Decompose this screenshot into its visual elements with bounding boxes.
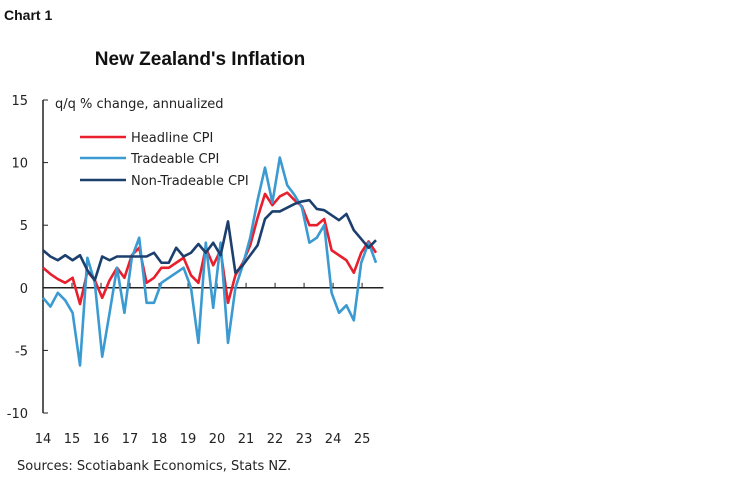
series-line-tradeable-cpi	[42, 156, 378, 367]
x-tick-label: 17	[122, 432, 139, 447]
x-tick-label: 24	[325, 432, 342, 447]
legend-label: Tradeable CPI	[130, 152, 219, 167]
legend-label: Non-Tradeable CPI	[131, 174, 249, 189]
y-tick-label: -5	[15, 344, 28, 359]
y-tick-label: 10	[11, 157, 28, 172]
legend-label: Headline CPI	[131, 131, 213, 146]
x-tick-label: 18	[151, 432, 168, 447]
y-tick-label: 15	[11, 94, 28, 109]
x-tick-label: 16	[93, 432, 110, 447]
y-axis-label: q/q % change, annualized	[55, 97, 224, 112]
x-tick-label: 22	[267, 432, 284, 447]
y-tick-label: 0	[20, 282, 28, 297]
chart-label: Chart 1	[4, 7, 52, 23]
x-tick-label: 23	[296, 432, 313, 447]
x-tick-label: 25	[354, 432, 371, 447]
y-tick-label: -10	[7, 407, 28, 422]
series-line-non-tradeable-cpi	[42, 198, 377, 282]
x-tick-label: 20	[209, 432, 226, 447]
source-note: Sources: Scotiabank Economics, Stats NZ.	[17, 459, 291, 474]
x-tick-label: 19	[180, 432, 197, 447]
x-tick-label: 21	[238, 432, 255, 447]
x-tick-label: 14	[35, 432, 52, 447]
y-tick-label: 5	[20, 219, 28, 234]
series-line-headline-cpi	[42, 191, 378, 306]
x-tick-label: 15	[64, 432, 81, 447]
chart-title: New Zealand's Inflation	[95, 49, 305, 70]
